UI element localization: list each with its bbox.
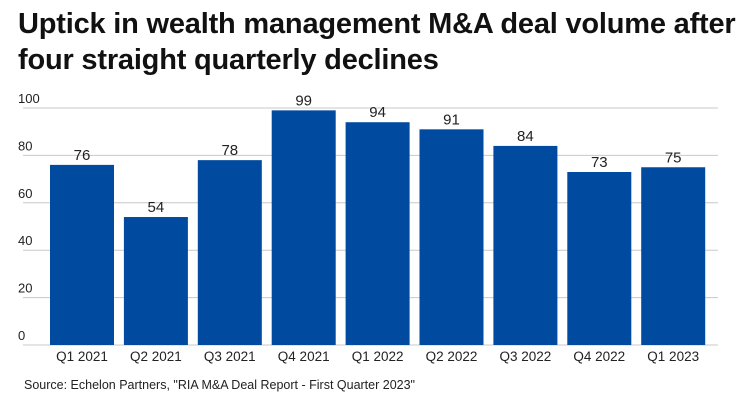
- bar: [641, 167, 706, 345]
- bar: [567, 171, 632, 345]
- x-tick-label: Q4 2021: [278, 349, 330, 364]
- bar: [345, 122, 410, 345]
- bar: [419, 129, 484, 345]
- x-tick-label: Q1 2021: [56, 349, 108, 364]
- data-label: 99: [295, 92, 312, 109]
- x-tick-label: Q3 2021: [204, 349, 256, 364]
- x-tick-label: Q2 2021: [130, 349, 182, 364]
- y-tick-label: 60: [18, 186, 32, 201]
- data-label: 54: [148, 199, 165, 216]
- y-tick-label: 0: [18, 328, 25, 343]
- x-tick-label: Q4 2022: [573, 349, 625, 364]
- bar: [197, 160, 262, 345]
- data-label: 76: [74, 147, 91, 164]
- source-note: Source: Echelon Partners, "RIA M&A Deal …: [24, 378, 415, 392]
- data-label: 94: [369, 104, 386, 121]
- y-tick-label: 20: [18, 281, 32, 296]
- data-label: 73: [591, 154, 608, 171]
- x-tick-label: Q2 2022: [426, 349, 478, 364]
- bar: [123, 217, 188, 345]
- x-tick-label: Q3 2022: [500, 349, 552, 364]
- bar: [493, 145, 558, 345]
- chart-title: Uptick in wealth management M&A deal vol…: [18, 8, 736, 76]
- bar: [271, 110, 336, 346]
- x-tick-label: Q1 2023: [647, 349, 699, 364]
- y-tick-label: 80: [18, 138, 32, 153]
- y-tick-label: 100: [18, 91, 40, 106]
- data-label: 84: [517, 128, 534, 145]
- bar: [50, 164, 114, 345]
- x-tick-label: Q1 2022: [352, 349, 404, 364]
- data-label: 91: [443, 111, 460, 128]
- y-tick-label: 40: [18, 233, 32, 248]
- data-label: 75: [665, 149, 682, 166]
- data-label: 78: [221, 142, 238, 159]
